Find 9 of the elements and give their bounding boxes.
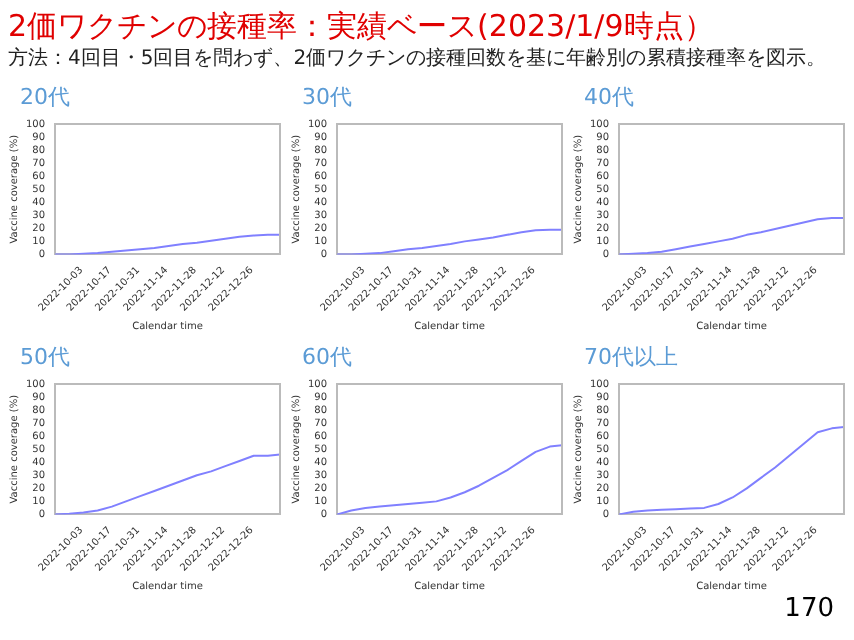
text: 方法：4回目・5回目を問わず、2価ワクチンの接種回数を基に年齢別の累積接種率を図示。 (8, 46, 829, 72)
text: 170 (784, 594, 834, 624)
text: 2価ワクチンの接種率：実績ベース(2023/1/9時点） (8, 8, 716, 46)
chart-title: 50代 (18, 344, 72, 372)
chart-title: 70代以上 (582, 344, 680, 372)
chart-title: 20代 (18, 84, 72, 112)
chart-title: 60代 (300, 344, 354, 372)
chart-title: 30代 (300, 84, 354, 112)
chart-title: 40代 (582, 84, 636, 112)
